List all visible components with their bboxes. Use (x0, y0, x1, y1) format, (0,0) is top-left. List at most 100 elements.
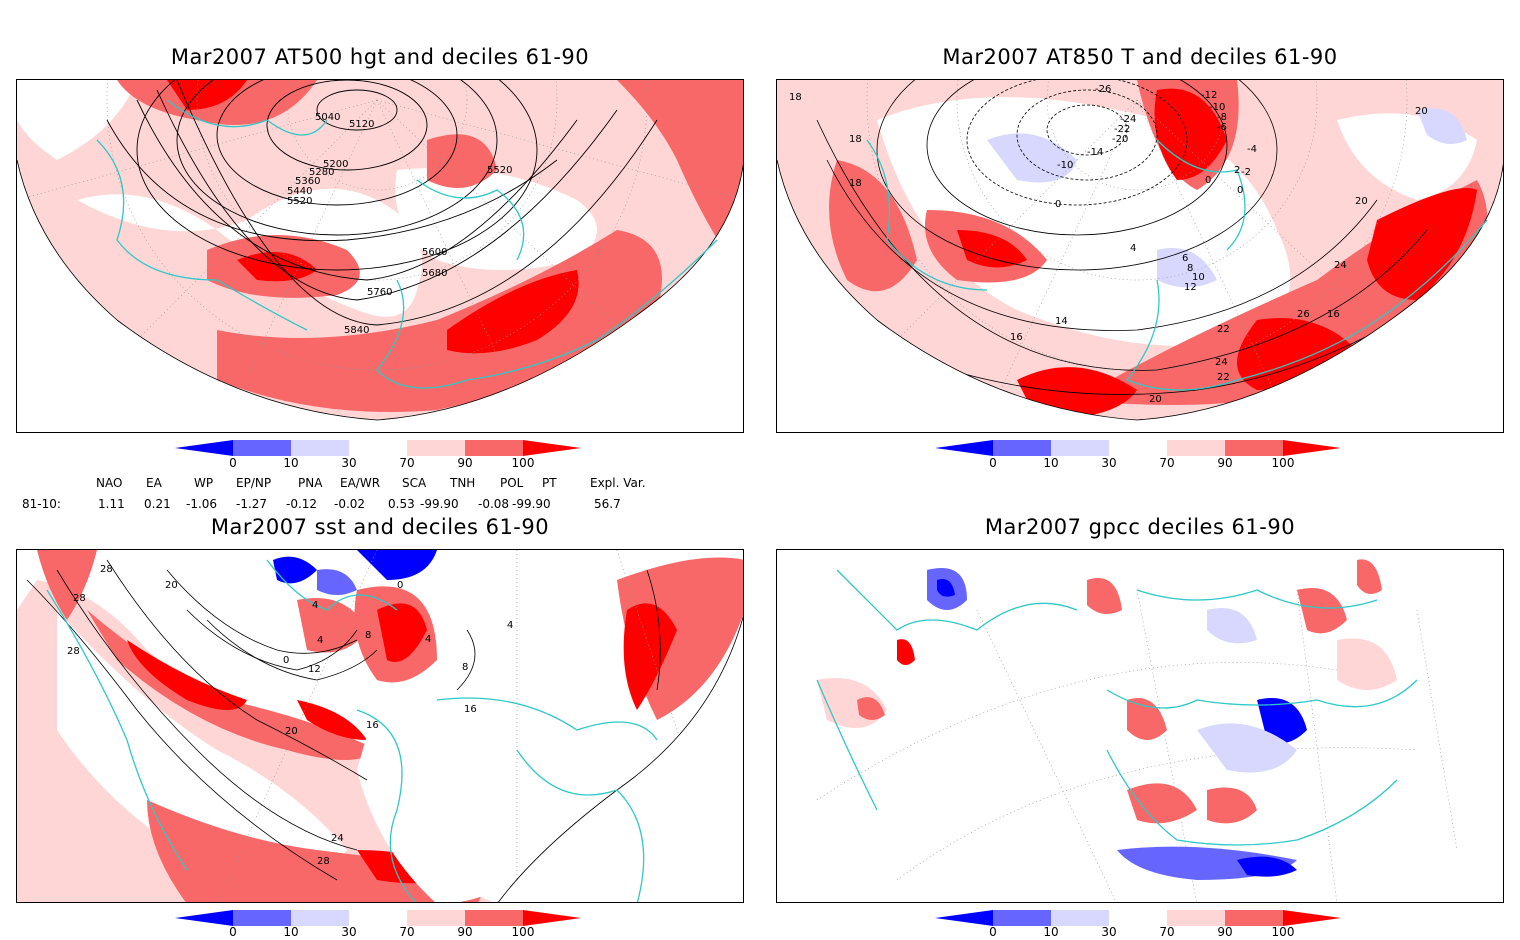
contour-label: 5680 (422, 268, 447, 279)
sst-bottom-decile-area (273, 556, 317, 584)
colorbar-bin (233, 910, 291, 926)
contour-label: 24 (331, 833, 344, 844)
graticule (216, 550, 718, 902)
sst-top-decile-area (127, 640, 247, 710)
sst-top-decile-area (377, 603, 427, 662)
gpcc-top-decile-area (897, 639, 915, 665)
gpcc-bottom-decile-area (937, 579, 955, 597)
colorbar-swatches (935, 440, 1341, 456)
sst-top-decile-area (297, 700, 367, 740)
gpcc-above-normal-area (1087, 578, 1122, 614)
contour-label: 5280 (309, 167, 334, 178)
contour-label: 28 (73, 593, 86, 604)
gpcc-above-normal-area (1297, 588, 1347, 634)
index-value: -0.02 (334, 497, 366, 511)
colorbar-bin (407, 440, 465, 456)
colorbar-label: 30 (341, 925, 357, 939)
colorbar-swatches (175, 910, 581, 926)
sst-above-normal-area (87, 610, 377, 760)
map-panel-hgt500: 5040 5120 5200 5280 5360 5440 5520 5520 … (16, 79, 744, 433)
coastlines (866, 139, 1488, 391)
index-header: PNA (298, 476, 323, 490)
map-gpcc (816, 559, 1458, 902)
colorbar-bin (1225, 440, 1283, 456)
t850-below-normal-area (1157, 248, 1217, 288)
contour-label: 5520 (487, 165, 512, 176)
colorbar-bin (1051, 910, 1109, 926)
contour-label: 20 (1355, 196, 1368, 207)
sst-near-normal-area (57, 610, 347, 877)
gpcc-bottom-decile-area (1237, 856, 1297, 877)
contour-label: 22 (1217, 324, 1230, 335)
index-row-label: 81-10: (22, 497, 61, 511)
t850-contours (816, 80, 1458, 395)
colorbar-label: 100 (511, 925, 535, 939)
contour-label: -26 (1095, 84, 1111, 95)
index-value: -0.08 (478, 497, 510, 511)
colorbar-bin-lowest (175, 910, 233, 926)
map-edge (17, 159, 743, 421)
contour-label: -10 (1057, 160, 1073, 171)
coastlines (816, 569, 1418, 846)
index-value: 56.7 (594, 497, 621, 511)
contour-label: 0 (1237, 185, 1243, 196)
colorbar-bin (1167, 440, 1225, 456)
gpcc-above-normal-area (1127, 783, 1197, 824)
colorbar-top-left: 0 10 30 70 90 100 (175, 440, 587, 474)
gpcc-above-normal-area (1337, 638, 1397, 690)
index-header: WP (194, 476, 214, 490)
colorbar-label: 90 (1217, 456, 1233, 470)
contour-label: 5760 (367, 287, 392, 298)
contour-label: 16 (1327, 309, 1340, 320)
colorbar-bin (407, 910, 465, 926)
colorbar-bin (349, 910, 407, 926)
colorbar-label: 70 (1159, 456, 1175, 470)
graticule (17, 80, 743, 420)
gpcc-above-normal-area (857, 697, 885, 720)
coastlines (46, 559, 658, 902)
map-t850: -26 -24 -22 -20 -14 -12 -10 -8 -6 -4 -2 … (777, 80, 1503, 421)
gpcc-anomaly-patches (817, 559, 1397, 880)
contour-label: 24 (1215, 357, 1228, 368)
hgt500-near-normal-area (17, 80, 137, 160)
contour-label: -20 (1112, 134, 1128, 145)
contour-label: 18 (849, 178, 862, 189)
colorbar-bin (1051, 440, 1109, 456)
index-header: NAO (96, 476, 123, 490)
colorbar-label: 100 (1271, 925, 1295, 939)
contour-label: 18 (789, 92, 802, 103)
land-mask (357, 687, 657, 902)
contour-label: 8 (1187, 263, 1193, 274)
colorbar-label: 10 (1043, 456, 1059, 470)
colorbar-bottom-right: 0 10 30 70 90 100 (935, 910, 1347, 940)
contour-label: -10 (1209, 102, 1225, 113)
contour-label: 28 (67, 646, 80, 657)
hgt500-above-normal-area (217, 230, 662, 412)
sst-bottom-decile-area (357, 550, 437, 580)
t850-top-decile-area (1154, 88, 1227, 180)
gpcc-below-normal-area (1197, 723, 1297, 773)
contour-label: 4 (507, 620, 513, 631)
panel-title-t850: Mar2007 AT850 T and deciles 61-90 (942, 45, 1338, 69)
contour-label: 8 (365, 630, 371, 641)
contour-label: -2 (1241, 167, 1251, 178)
contour-label: 0 (283, 655, 289, 666)
gpcc-bottom-decile-area (1257, 698, 1307, 744)
index-header: TNH (450, 476, 476, 490)
hgt500-above-normal-area (617, 80, 743, 280)
colorbar-bin (993, 910, 1051, 926)
colorbar-bin-highest (1283, 440, 1341, 456)
colorbar-bin-lowest (175, 440, 233, 456)
map-edge (777, 159, 1503, 421)
contour-label: 5440 (287, 186, 312, 197)
contour-label: 0 (1205, 175, 1211, 186)
colorbar-label: 10 (283, 925, 299, 939)
colorbar-label: 10 (283, 456, 299, 470)
sst-below-normal-area (317, 569, 357, 595)
index-header: POL (500, 476, 524, 490)
index-value: -1.27 (236, 497, 268, 511)
gpcc-above-normal-area (1127, 698, 1167, 740)
colorbar-bin (1109, 910, 1167, 926)
colorbar-label: 30 (341, 456, 357, 470)
colorbar-label: 10 (1043, 925, 1059, 939)
